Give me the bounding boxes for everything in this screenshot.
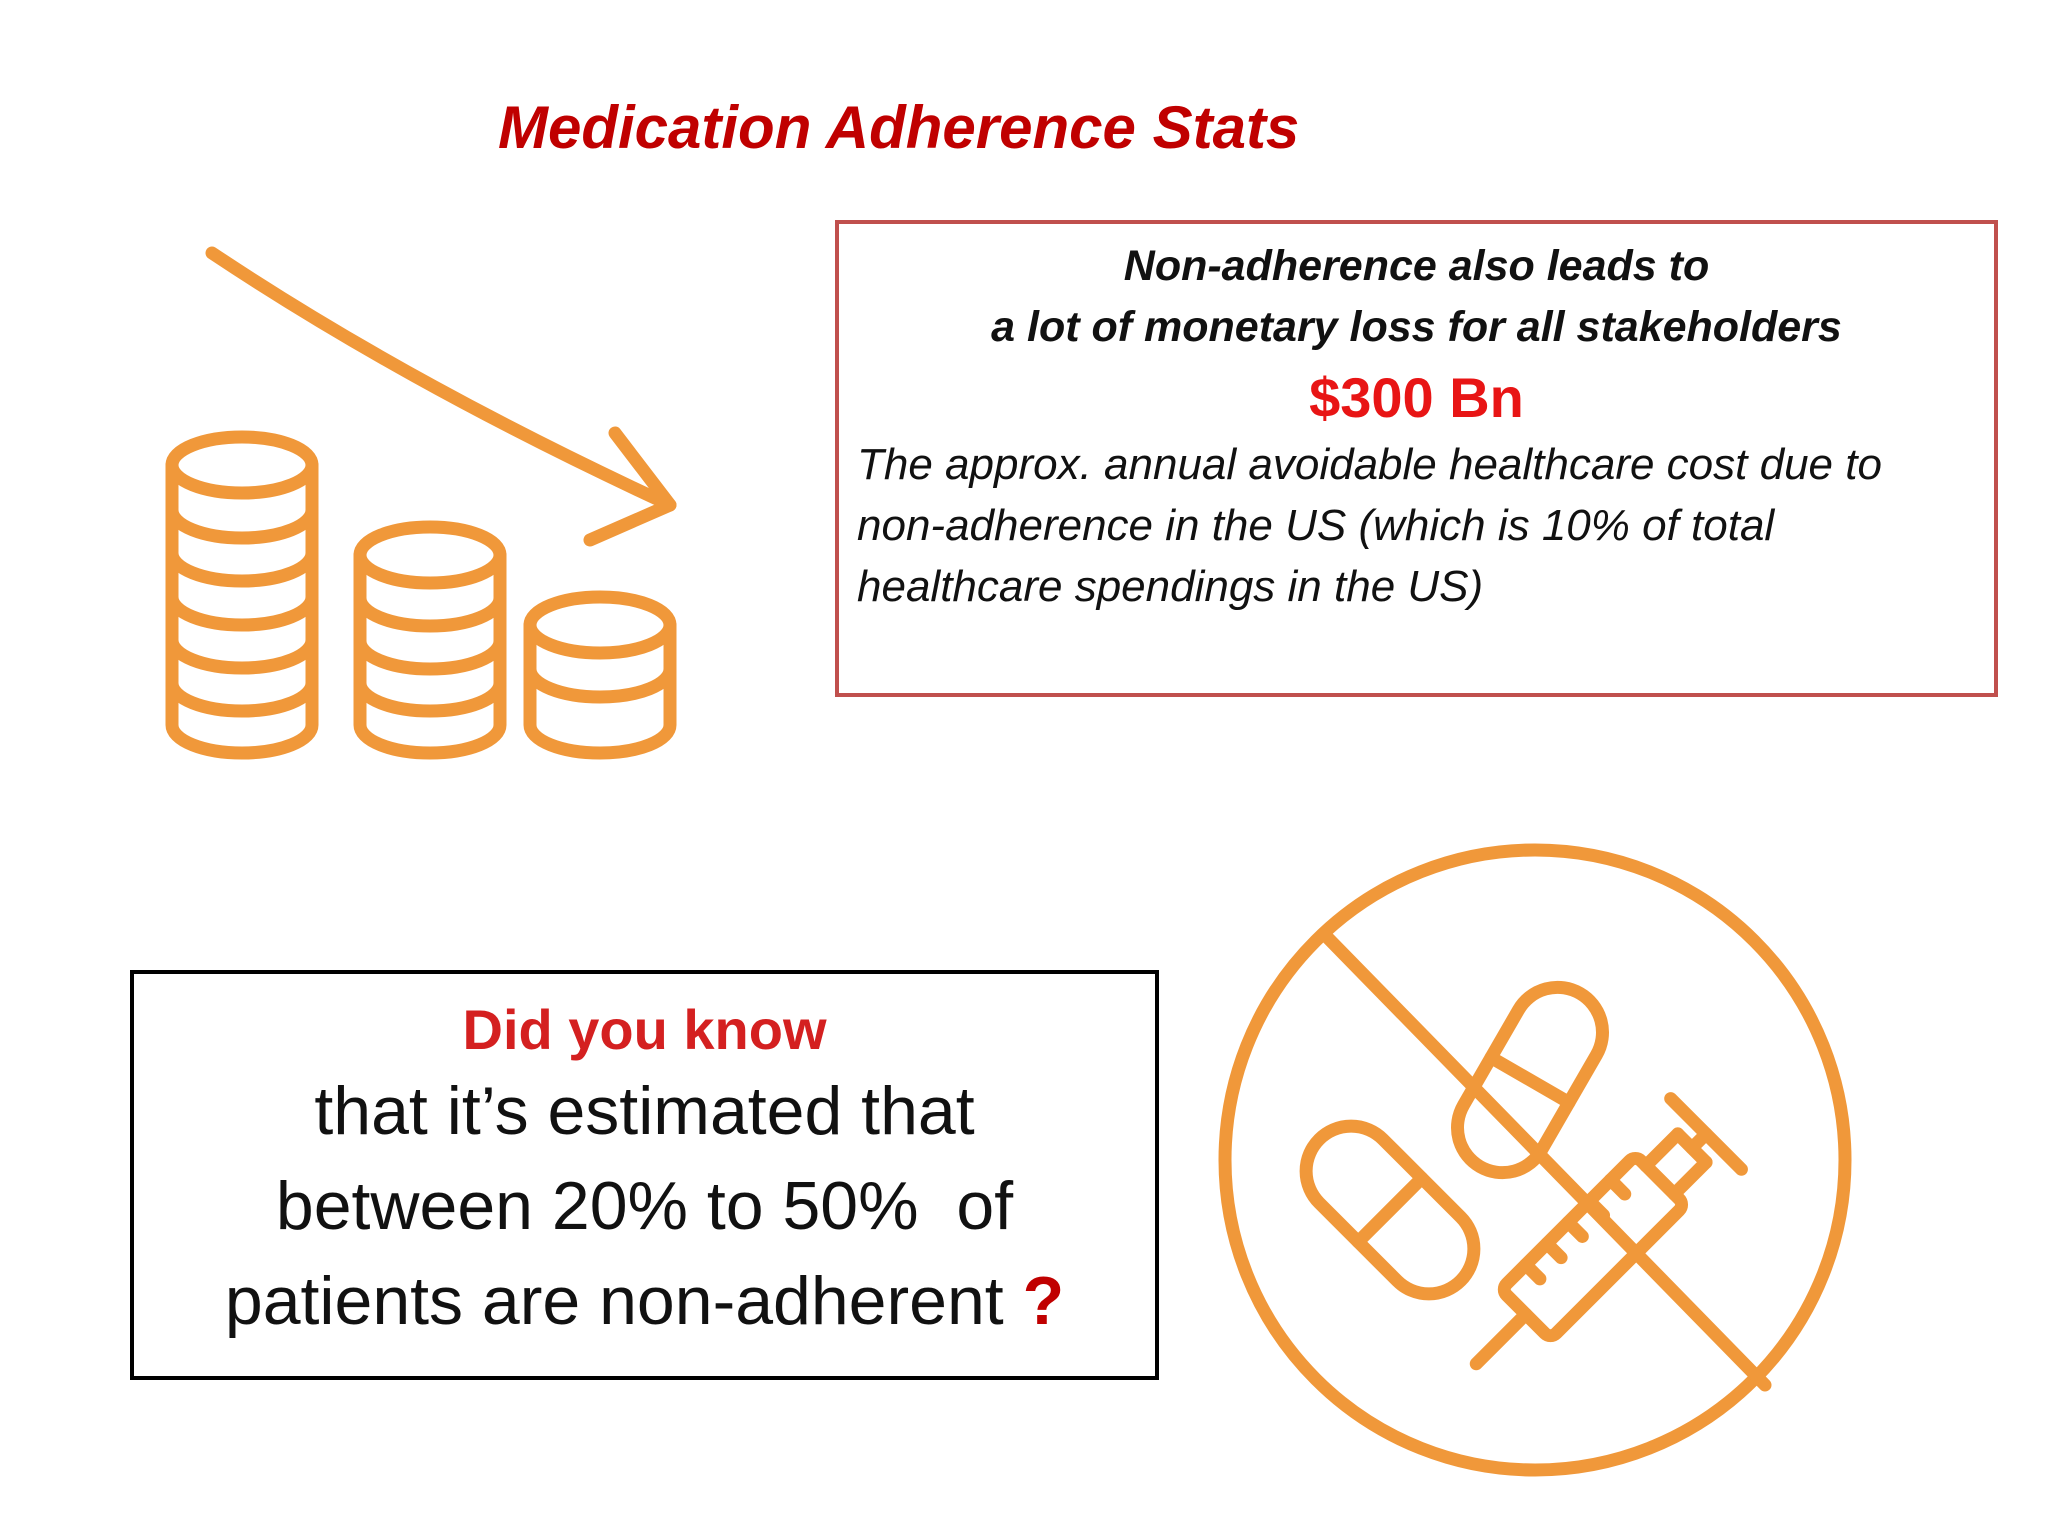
cost-heading-line2: a lot of monetary loss for all stakehold… [991,303,1842,351]
did-you-know-line1: that it’s estimated that [314,1073,975,1149]
did-you-know-box: Did you know that it’s estimated that be… [130,970,1159,1380]
cost-description: The approx. annual avoidable healthcare … [857,440,1882,611]
no-medication-icon [1218,843,1852,1477]
did-you-know-line3: patients are non-adherent [224,1263,1004,1339]
question-mark: ? [1022,1263,1065,1339]
did-you-know-heading: Did you know [462,998,827,1061]
cost-amount: $300 Bn [1309,366,1524,429]
did-you-know-body: that it’s estimated that between 20% to … [134,1064,1155,1349]
cost-heading-line1: Non-adherence also leads to [1123,242,1710,290]
did-you-know-line2: between 20% to 50% of [275,1168,1014,1244]
did-you-know-line3-wrap: patients are non-adherent ? [134,1254,1155,1349]
declining-coins-icon [165,246,677,760]
slide-title: Medication Adherence Stats [498,94,1300,161]
cost-heading: Non-adherence also leads to a lot of mon… [839,236,1994,358]
cost-info-box: Non-adherence also leads to a lot of mon… [835,220,1998,697]
